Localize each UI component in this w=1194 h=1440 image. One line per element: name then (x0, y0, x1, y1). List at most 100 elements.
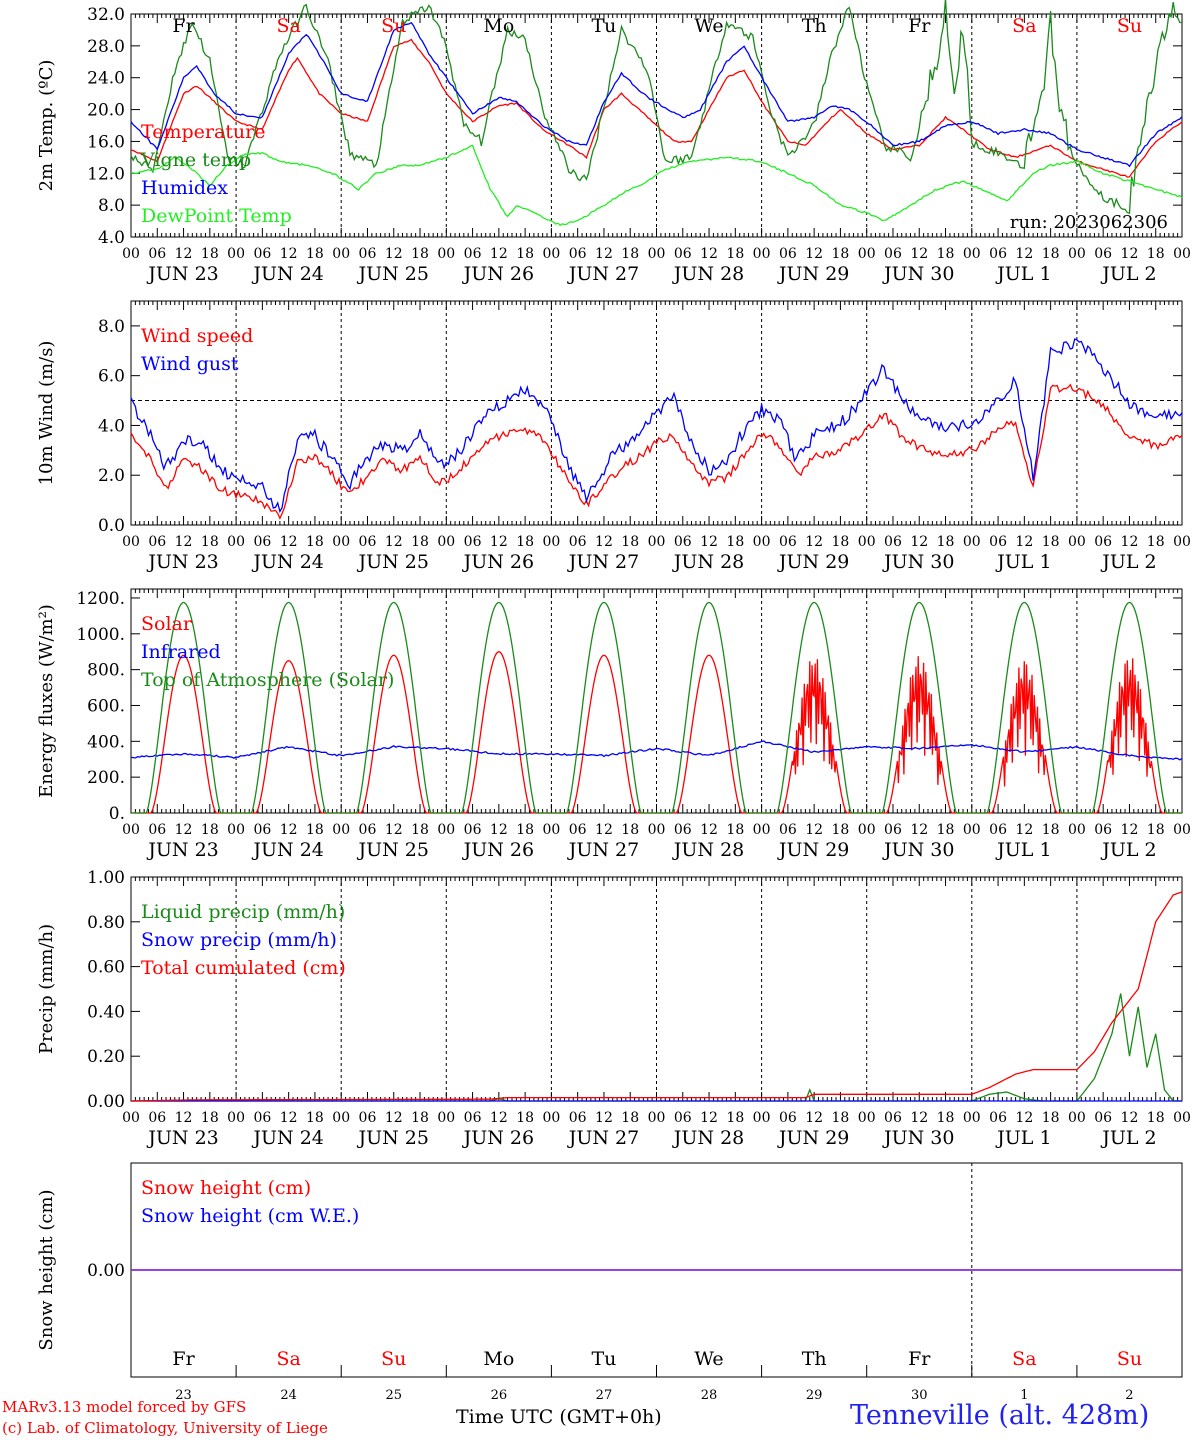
grid-layer (130, 13, 1183, 1378)
precip-day-label: JUN 30 (882, 1127, 954, 1149)
precip-hour-label: 18 (1042, 1110, 1060, 1126)
wind-hour-label: 00 (1068, 534, 1086, 550)
temperature-y-tick-label: 16.0 (87, 132, 125, 152)
precip-hour-label: 12 (910, 1110, 928, 1126)
temperature-weekday-label: Tu (591, 15, 616, 37)
energy-hour-label: 06 (674, 822, 692, 838)
precip-hour-label: 00 (1068, 1110, 1086, 1126)
precip-hour-label: 00 (122, 1110, 140, 1126)
temperature-weekday-label: Fr (172, 15, 195, 37)
wind-day-label: JUL 2 (1100, 551, 1156, 573)
wind-day-label: JUN 30 (882, 551, 954, 573)
energy-y-tick-label: 1000. (76, 625, 125, 645)
wind-hour-label: 12 (700, 534, 718, 550)
precip-hour-label: 18 (1147, 1110, 1165, 1126)
temperature-series-vigne-temp (130, 0, 1183, 215)
temperature-hour-label: 06 (464, 246, 482, 262)
snow-day-number: 25 (385, 1388, 402, 1403)
temperature-day-label: JUN 26 (462, 263, 534, 285)
wind-hour-label: 06 (779, 534, 797, 550)
precip-hour-label: 00 (1173, 1110, 1191, 1126)
wind-hour-label: 06 (148, 534, 166, 550)
energy-series-infrared (130, 740, 1183, 761)
precip-hour-label: 18 (937, 1110, 955, 1126)
snow-day-number: 30 (911, 1388, 928, 1403)
wind-hour-label: 00 (122, 534, 140, 550)
energy-hour-label: 12 (490, 822, 508, 838)
temperature-day-label: JUN 30 (882, 263, 954, 285)
energy-hour-label: 06 (779, 822, 797, 838)
x-axis-title: Time UTC (GMT+0h) (456, 1406, 662, 1428)
wind-day-label: JUN 25 (357, 551, 429, 573)
precip-hour-label: 12 (805, 1110, 823, 1126)
energy-hour-label: 12 (1121, 822, 1139, 838)
temperature-legend-entry: Temperature (141, 121, 265, 143)
precip-hour-label: 12 (175, 1110, 193, 1126)
energy-legend-entry: Solar (141, 613, 193, 635)
temperature-hour-label: 00 (963, 246, 981, 262)
energy-hour-label: 00 (1173, 822, 1191, 838)
temperature-y-tick-label: 32.0 (87, 5, 125, 25)
temperature-hour-label: 00 (227, 246, 245, 262)
precip-day-label: JUN 27 (567, 1127, 639, 1149)
energy-day-label: JUN 27 (567, 839, 639, 861)
energy-hour-label: 00 (753, 822, 771, 838)
temperature-hour-label: 12 (490, 246, 508, 262)
temperature-hour-label: 18 (1042, 246, 1060, 262)
temperature-hour-label: 00 (437, 246, 455, 262)
energy-hour-label: 00 (648, 822, 666, 838)
energy-hour-label: 06 (148, 822, 166, 838)
snow-y-axis-title: Snow height (cm) (36, 1189, 57, 1350)
temperature-hour-label: 12 (805, 246, 823, 262)
temperature-hour-label: 00 (1173, 246, 1191, 262)
temperature-weekday-label: Sa (1012, 15, 1036, 37)
energy-hour-label: 00 (963, 822, 981, 838)
energy-hour-label: 06 (359, 822, 377, 838)
temperature-hour-label: 18 (832, 246, 850, 262)
energy-y-tick-label: 400. (87, 732, 125, 752)
precip-hour-label: 18 (201, 1110, 219, 1126)
series-layer (130, 0, 1183, 1271)
wind-hour-label: 18 (726, 534, 744, 550)
temperature-day-label: JUN 24 (251, 263, 323, 285)
precip-hour-label: 18 (621, 1110, 639, 1126)
wind-legend-entry: Wind speed (141, 325, 253, 347)
lab-credit: (c) Lab. of Climatology, University of L… (2, 1419, 328, 1437)
snow-day-number: 29 (806, 1388, 823, 1403)
energy-y-tick-label: 1200. (76, 589, 125, 609)
temperature-day-label: JUN 29 (777, 263, 849, 285)
wind-hour-label: 06 (989, 534, 1007, 550)
snow-weekday-label: Su (1117, 1348, 1142, 1370)
wind-hour-label: 18 (832, 534, 850, 550)
precip-day-label: JUN 24 (251, 1127, 323, 1149)
wind-hour-label: 12 (1015, 534, 1033, 550)
wind-day-label: JUN 27 (567, 551, 639, 573)
snow-weekday-label: Tu (591, 1348, 616, 1370)
snow-day-number: 24 (280, 1388, 297, 1403)
precip-hour-label: 06 (148, 1110, 166, 1126)
wind-day-label: JUL 1 (995, 551, 1051, 573)
wind-day-label: JUN 24 (251, 551, 323, 573)
wind-y-tick-label: 6.0 (98, 367, 125, 387)
energy-hour-label: 18 (832, 822, 850, 838)
precip-hour-label: 12 (700, 1110, 718, 1126)
temperature-weekday-label: Su (381, 15, 406, 37)
temperature-hour-label: 12 (1121, 246, 1139, 262)
precip-y-tick-label: 0.20 (87, 1047, 125, 1067)
precip-hour-label: 06 (464, 1110, 482, 1126)
temperature-day-label: JUL 2 (1100, 263, 1156, 285)
wind-hour-label: 06 (1094, 534, 1112, 550)
temperature-legend-entry: DewPoint Temp (141, 205, 292, 227)
temperature-hour-label: 12 (1015, 246, 1033, 262)
temperature-hour-label: 00 (753, 246, 771, 262)
energy-hour-label: 12 (910, 822, 928, 838)
precip-hour-label: 12 (595, 1110, 613, 1126)
energy-hour-label: 18 (1042, 822, 1060, 838)
wind-day-label: JUN 26 (462, 551, 534, 573)
precip-hour-label: 06 (779, 1110, 797, 1126)
precip-hour-label: 00 (858, 1110, 876, 1126)
energy-hour-label: 00 (542, 822, 560, 838)
wind-day-label: JUN 29 (777, 551, 849, 573)
wind-hour-label: 00 (648, 534, 666, 550)
